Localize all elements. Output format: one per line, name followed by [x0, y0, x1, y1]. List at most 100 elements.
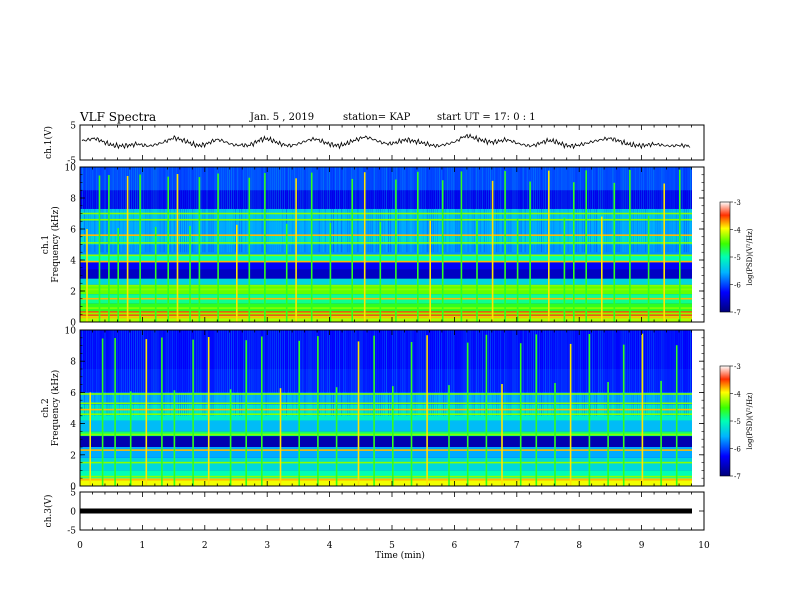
ch1-speckle: [681, 167, 683, 253]
ch2-speckle: [406, 330, 408, 416]
ch2-speckle: [328, 330, 330, 416]
ch2-speckle: [422, 330, 424, 416]
ch2-speckle: [508, 330, 510, 416]
ch1-burst: [460, 171, 463, 322]
ch1-speckle: [326, 167, 328, 253]
ch2-speckle: [518, 330, 520, 416]
ch1-speckle: [596, 167, 598, 253]
ch2-speckle: [177, 330, 179, 416]
ch1-speckle: [220, 167, 222, 253]
ch2-speckle: [277, 330, 279, 416]
ch1-speckle: [649, 167, 651, 253]
ch2-speckle: [588, 330, 589, 416]
ch1-speckle: [600, 167, 602, 253]
ch1-speckle: [494, 167, 496, 253]
ch1-speckle: [145, 167, 147, 253]
ch1-speckle: [647, 167, 649, 253]
ch2-speckle: [632, 330, 634, 416]
ch2-speckle: [239, 330, 241, 416]
ch1-wave-y-tick-label: -5: [67, 157, 76, 167]
ch2-speckle: [165, 330, 167, 416]
ch2-band: [80, 457, 692, 471]
ch3-waveform-line: [80, 508, 692, 514]
ch2-burst: [357, 341, 360, 486]
ch1-band: [80, 244, 692, 256]
ch2-burst: [448, 385, 450, 486]
ch1-speckle: [292, 167, 294, 253]
ch2-speckle: [377, 330, 379, 416]
ch2-speckle: [398, 330, 400, 416]
ch2-speckle: [532, 330, 534, 416]
ch2-speckle: [163, 330, 165, 416]
ch2-spec-y-tick-label: 8: [70, 358, 76, 368]
ch1-speckle: [567, 167, 569, 253]
ch2-speckle: [659, 330, 661, 416]
ch2-speckle: [286, 330, 287, 416]
ch2-speckle: [388, 330, 389, 416]
x-axis-label: Time (min): [375, 550, 425, 561]
ch2-band: [80, 436, 692, 447]
ch1-speckle: [235, 167, 236, 253]
ch1-wave-y-tick-label: 5: [70, 122, 76, 132]
ch1-speckle: [545, 167, 547, 253]
ch2-burst: [622, 344, 625, 486]
ch1-speckle: [412, 167, 414, 253]
ch2-speckle: [643, 330, 644, 416]
ch2-speckle: [100, 330, 102, 416]
ch1-speckle: [514, 167, 516, 253]
ch2-speckle: [312, 330, 314, 416]
ch2-speckle: [222, 330, 224, 416]
ch1-speckle: [100, 167, 102, 253]
ch2-speckle: [604, 330, 606, 416]
ch1-speckle: [131, 167, 132, 253]
ch1-speckle: [204, 167, 206, 253]
ch1-speckle: [422, 167, 424, 253]
ch1-burst: [139, 174, 141, 322]
ch2-speckle: [430, 330, 432, 416]
ch1-speckle: [571, 167, 573, 253]
ch1-speckle: [314, 167, 316, 253]
ch2-colorbar-tick-label: -4: [734, 391, 741, 399]
ch1-speckle: [312, 167, 314, 253]
ch1-spec-y-tick-label: 6: [70, 226, 76, 236]
ch1-speckle: [86, 167, 88, 253]
ch1-speckle: [129, 167, 130, 253]
ch2-burst: [588, 334, 591, 486]
ch1-speckle: [267, 167, 269, 253]
ch1-speckle: [118, 167, 120, 253]
ch2-speckle: [547, 330, 549, 416]
ch2-speckle: [459, 330, 461, 416]
ch2-speckle: [524, 330, 526, 416]
ch2-speckle: [202, 330, 204, 416]
ch1-speckle: [216, 167, 218, 253]
ch2-colorbar-tick-label: -7: [734, 473, 741, 481]
ch2-speckle: [639, 330, 640, 416]
ch1-burst: [86, 229, 88, 322]
ch2-burst: [335, 387, 338, 486]
ch2-speckle: [210, 330, 212, 416]
x-tick-label: 1: [140, 541, 146, 551]
ch1-speckle: [643, 167, 644, 253]
x-tick-label: 5: [389, 541, 395, 551]
ch1-speckle: [534, 167, 536, 253]
ch2-speckle: [592, 330, 593, 416]
ch2-speckle: [483, 330, 485, 416]
ch2-speckle: [583, 330, 585, 416]
ch2-speckle: [308, 330, 310, 416]
ch2-burst: [641, 333, 644, 486]
ch1-speckle: [502, 167, 504, 253]
ch1-speckle: [667, 167, 669, 253]
ch1-burst: [217, 173, 219, 322]
ch1-speckle: [402, 167, 404, 253]
ch1-speckle: [135, 167, 137, 253]
ch1-speckle: [259, 167, 261, 253]
ch2-speckle: [418, 330, 420, 416]
ch1-speckle: [245, 167, 247, 253]
ch2-speckle: [141, 330, 143, 416]
ch1-speckle: [120, 167, 122, 253]
ch1-speckle: [165, 167, 167, 253]
ch2-speckle: [539, 330, 540, 416]
ch2-burst: [101, 338, 104, 486]
ch2-speckle: [284, 330, 285, 416]
ch2-speckle: [475, 330, 477, 416]
